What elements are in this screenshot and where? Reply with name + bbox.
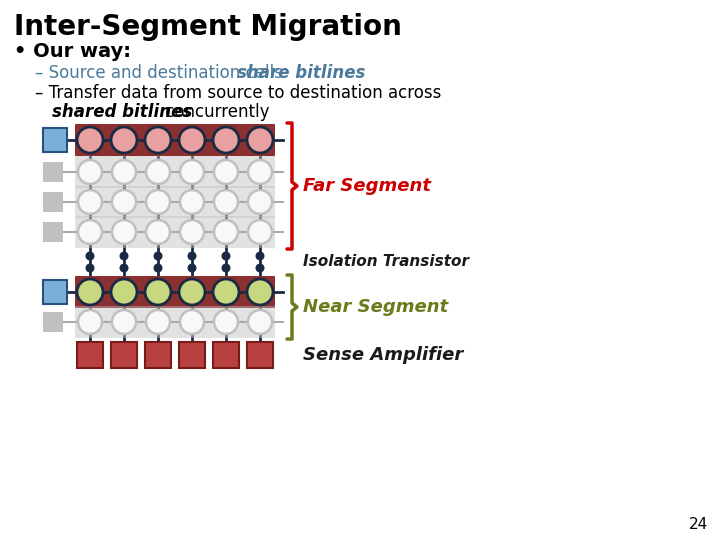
FancyBboxPatch shape <box>75 276 275 308</box>
Circle shape <box>222 252 230 260</box>
FancyBboxPatch shape <box>75 306 275 338</box>
Circle shape <box>248 220 272 244</box>
Circle shape <box>112 220 136 244</box>
Circle shape <box>247 279 273 305</box>
Circle shape <box>214 190 238 214</box>
Text: Far Segment: Far Segment <box>303 177 431 195</box>
Circle shape <box>214 220 238 244</box>
Circle shape <box>247 127 273 153</box>
Circle shape <box>180 220 204 244</box>
Text: – Source and destination cells: – Source and destination cells <box>35 64 288 82</box>
FancyBboxPatch shape <box>43 162 63 182</box>
Circle shape <box>120 264 128 273</box>
Circle shape <box>145 127 171 153</box>
FancyBboxPatch shape <box>43 312 63 332</box>
Circle shape <box>153 252 163 260</box>
Circle shape <box>180 160 204 184</box>
Circle shape <box>86 264 94 273</box>
Circle shape <box>179 279 205 305</box>
Circle shape <box>120 252 128 260</box>
Circle shape <box>112 310 136 334</box>
FancyBboxPatch shape <box>213 342 239 368</box>
Circle shape <box>213 279 239 305</box>
Circle shape <box>213 127 239 153</box>
Circle shape <box>78 310 102 334</box>
Text: – Transfer data from source to destination across: – Transfer data from source to destinati… <box>35 84 441 102</box>
FancyBboxPatch shape <box>247 342 273 368</box>
Circle shape <box>187 252 197 260</box>
Circle shape <box>187 264 197 273</box>
FancyBboxPatch shape <box>43 280 67 304</box>
Circle shape <box>146 220 170 244</box>
Circle shape <box>180 190 204 214</box>
FancyBboxPatch shape <box>75 186 275 218</box>
Circle shape <box>248 310 272 334</box>
Text: Isolation Transistor: Isolation Transistor <box>303 254 469 269</box>
Circle shape <box>77 127 103 153</box>
Circle shape <box>179 127 205 153</box>
Circle shape <box>77 279 103 305</box>
Circle shape <box>111 279 137 305</box>
Text: share bitlines: share bitlines <box>237 64 365 82</box>
Circle shape <box>146 160 170 184</box>
Circle shape <box>256 252 264 260</box>
FancyBboxPatch shape <box>179 342 205 368</box>
Circle shape <box>112 160 136 184</box>
FancyBboxPatch shape <box>75 124 275 156</box>
Text: Sense Amplifier: Sense Amplifier <box>303 346 463 364</box>
Circle shape <box>86 252 94 260</box>
FancyBboxPatch shape <box>145 342 171 368</box>
Circle shape <box>180 310 204 334</box>
FancyBboxPatch shape <box>111 342 137 368</box>
Circle shape <box>214 310 238 334</box>
Circle shape <box>111 127 137 153</box>
FancyBboxPatch shape <box>75 216 275 248</box>
Circle shape <box>248 190 272 214</box>
Circle shape <box>78 220 102 244</box>
Circle shape <box>222 264 230 273</box>
Circle shape <box>112 190 136 214</box>
Circle shape <box>214 160 238 184</box>
Circle shape <box>78 160 102 184</box>
Text: Near Segment: Near Segment <box>303 298 449 316</box>
Text: • Our way:: • Our way: <box>14 42 131 61</box>
Circle shape <box>146 310 170 334</box>
Circle shape <box>78 190 102 214</box>
FancyBboxPatch shape <box>43 128 67 152</box>
Text: shared bitlines: shared bitlines <box>52 103 192 121</box>
FancyBboxPatch shape <box>43 192 63 212</box>
FancyBboxPatch shape <box>43 222 63 242</box>
FancyBboxPatch shape <box>75 156 275 188</box>
Text: 24: 24 <box>689 517 708 532</box>
Text: concurrently: concurrently <box>160 103 269 121</box>
Circle shape <box>145 279 171 305</box>
Circle shape <box>256 264 264 273</box>
Text: Inter-Segment Migration: Inter-Segment Migration <box>14 13 402 41</box>
Circle shape <box>146 190 170 214</box>
Circle shape <box>153 264 163 273</box>
FancyBboxPatch shape <box>77 342 103 368</box>
Circle shape <box>248 160 272 184</box>
